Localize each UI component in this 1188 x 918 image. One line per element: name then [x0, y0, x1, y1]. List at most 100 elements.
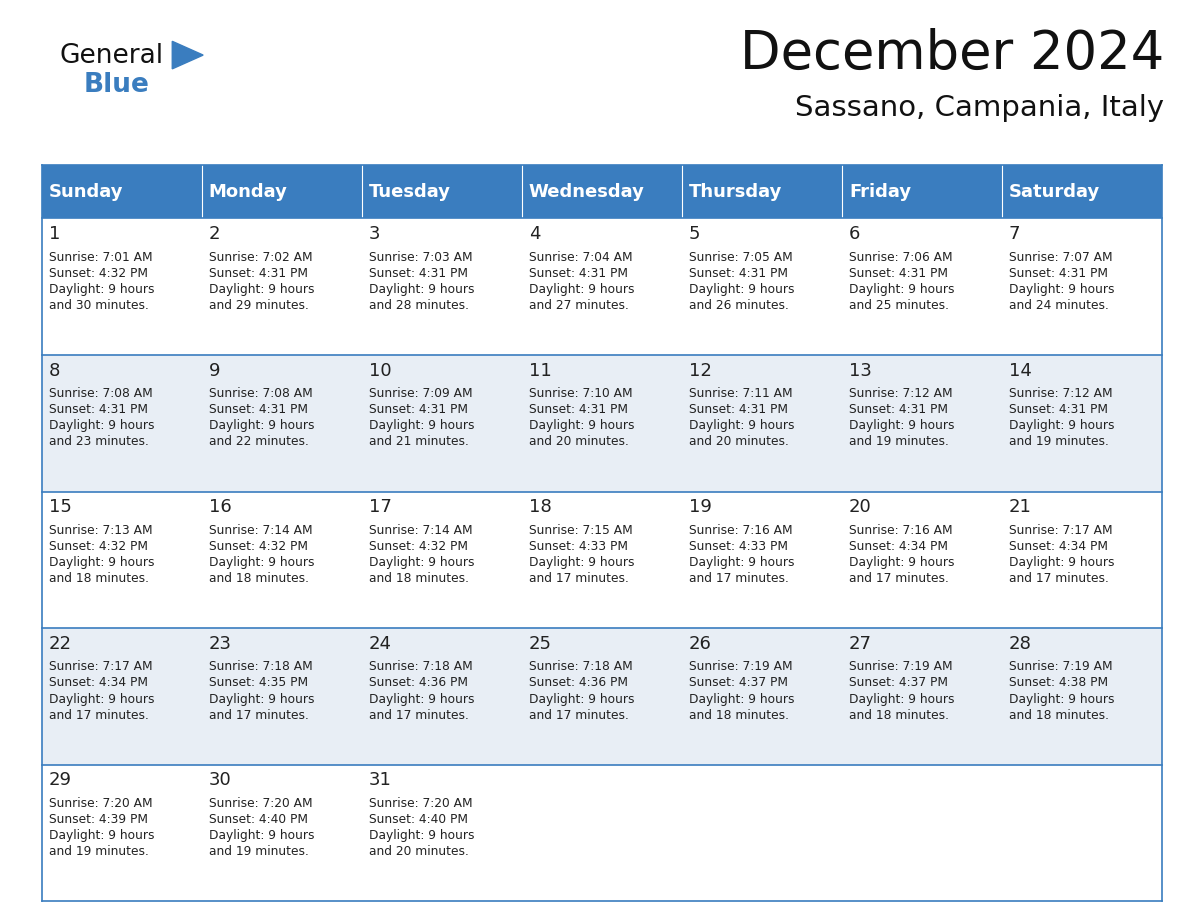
Bar [682, 165, 842, 218]
Text: Daylight: 9 hours: Daylight: 9 hours [49, 420, 154, 432]
Text: and 23 minutes.: and 23 minutes. [49, 435, 148, 448]
Text: Sunset: 4:33 PM: Sunset: 4:33 PM [689, 540, 788, 553]
Text: Thursday: Thursday [689, 183, 782, 201]
Text: Daylight: 9 hours: Daylight: 9 hours [529, 420, 634, 432]
Text: and 19 minutes.: and 19 minutes. [49, 845, 148, 858]
Text: 23: 23 [209, 634, 232, 653]
Text: and 28 minutes.: and 28 minutes. [368, 299, 469, 312]
Text: and 17 minutes.: and 17 minutes. [529, 572, 628, 585]
Text: Sunrise: 7:19 AM: Sunrise: 7:19 AM [849, 660, 953, 674]
Text: 16: 16 [209, 498, 232, 516]
Text: 26: 26 [689, 634, 712, 653]
Text: 25: 25 [529, 634, 552, 653]
Text: and 25 minutes.: and 25 minutes. [849, 299, 949, 312]
Text: Daylight: 9 hours: Daylight: 9 hours [689, 692, 795, 706]
Text: 30: 30 [209, 771, 232, 789]
Text: Sunset: 4:31 PM: Sunset: 4:31 PM [529, 403, 627, 416]
Text: and 17 minutes.: and 17 minutes. [368, 709, 468, 722]
Text: 21: 21 [1009, 498, 1032, 516]
Text: Sunrise: 7:18 AM: Sunrise: 7:18 AM [529, 660, 632, 674]
Text: December 2024: December 2024 [740, 28, 1164, 80]
Text: Daylight: 9 hours: Daylight: 9 hours [368, 692, 474, 706]
Text: 29: 29 [49, 771, 71, 789]
Text: Daylight: 9 hours: Daylight: 9 hours [209, 283, 315, 296]
Text: and 19 minutes.: and 19 minutes. [849, 435, 949, 448]
Text: Sunset: 4:39 PM: Sunset: 4:39 PM [49, 813, 147, 826]
Text: Sunset: 4:33 PM: Sunset: 4:33 PM [529, 540, 627, 553]
Text: Daylight: 9 hours: Daylight: 9 hours [689, 556, 795, 569]
Text: Sunrise: 7:09 AM: Sunrise: 7:09 AM [368, 387, 473, 400]
Text: Sunset: 4:31 PM: Sunset: 4:31 PM [1009, 266, 1108, 280]
Text: 3: 3 [368, 225, 380, 243]
Text: Sunset: 4:31 PM: Sunset: 4:31 PM [209, 266, 308, 280]
Text: Sunset: 4:36 PM: Sunset: 4:36 PM [529, 677, 627, 689]
Text: Sunset: 4:40 PM: Sunset: 4:40 PM [368, 813, 468, 826]
Text: Blue: Blue [83, 72, 148, 97]
Text: 17: 17 [368, 498, 392, 516]
Bar [361, 165, 522, 218]
Text: Sunrise: 7:18 AM: Sunrise: 7:18 AM [209, 660, 312, 674]
Text: Daylight: 9 hours: Daylight: 9 hours [689, 283, 795, 296]
Text: and 19 minutes.: and 19 minutes. [1009, 435, 1108, 448]
Text: Sunrise: 7:16 AM: Sunrise: 7:16 AM [849, 524, 953, 537]
Text: 6: 6 [849, 225, 860, 243]
Bar [42, 355, 1162, 492]
Bar [42, 765, 1162, 901]
Text: 11: 11 [529, 362, 551, 379]
Text: Sunset: 4:31 PM: Sunset: 4:31 PM [849, 266, 948, 280]
Text: Sunset: 4:37 PM: Sunset: 4:37 PM [689, 677, 788, 689]
Text: Sunrise: 7:19 AM: Sunrise: 7:19 AM [1009, 660, 1113, 674]
Text: Daylight: 9 hours: Daylight: 9 hours [529, 692, 634, 706]
Text: and 22 minutes.: and 22 minutes. [209, 435, 309, 448]
Text: and 18 minutes.: and 18 minutes. [849, 709, 949, 722]
Text: and 17 minutes.: and 17 minutes. [849, 572, 949, 585]
Text: Daylight: 9 hours: Daylight: 9 hours [49, 283, 154, 296]
Text: Sunrise: 7:20 AM: Sunrise: 7:20 AM [209, 797, 312, 810]
Text: Sunrise: 7:08 AM: Sunrise: 7:08 AM [209, 387, 312, 400]
Text: Daylight: 9 hours: Daylight: 9 hours [849, 420, 954, 432]
Text: and 27 minutes.: and 27 minutes. [529, 299, 628, 312]
Text: and 21 minutes.: and 21 minutes. [368, 435, 468, 448]
Text: Sunrise: 7:17 AM: Sunrise: 7:17 AM [49, 660, 152, 674]
Text: Sunset: 4:37 PM: Sunset: 4:37 PM [849, 677, 948, 689]
Text: Daylight: 9 hours: Daylight: 9 hours [1009, 556, 1114, 569]
Text: Daylight: 9 hours: Daylight: 9 hours [49, 556, 154, 569]
Text: Sunset: 4:31 PM: Sunset: 4:31 PM [368, 403, 468, 416]
Bar [42, 165, 202, 218]
Text: Sunrise: 7:10 AM: Sunrise: 7:10 AM [529, 387, 632, 400]
Text: Sunset: 4:31 PM: Sunset: 4:31 PM [368, 266, 468, 280]
Text: Sunrise: 7:08 AM: Sunrise: 7:08 AM [49, 387, 152, 400]
Text: Sunrise: 7:16 AM: Sunrise: 7:16 AM [689, 524, 792, 537]
Text: and 17 minutes.: and 17 minutes. [1009, 572, 1108, 585]
Text: Sunset: 4:31 PM: Sunset: 4:31 PM [689, 266, 788, 280]
Text: 10: 10 [368, 362, 391, 379]
Text: Sunday: Sunday [49, 183, 124, 201]
Text: Daylight: 9 hours: Daylight: 9 hours [209, 556, 315, 569]
Text: Daylight: 9 hours: Daylight: 9 hours [209, 692, 315, 706]
Text: Sunset: 4:31 PM: Sunset: 4:31 PM [1009, 403, 1108, 416]
Text: Daylight: 9 hours: Daylight: 9 hours [1009, 283, 1114, 296]
Text: Sunrise: 7:14 AM: Sunrise: 7:14 AM [368, 524, 473, 537]
Text: Sunrise: 7:15 AM: Sunrise: 7:15 AM [529, 524, 632, 537]
Text: Sunrise: 7:12 AM: Sunrise: 7:12 AM [849, 387, 953, 400]
Text: Sunrise: 7:20 AM: Sunrise: 7:20 AM [49, 797, 152, 810]
Text: General: General [59, 43, 164, 69]
Text: 7: 7 [1009, 225, 1020, 243]
Polygon shape [172, 41, 203, 69]
Text: Daylight: 9 hours: Daylight: 9 hours [49, 829, 154, 842]
Bar [42, 628, 1162, 765]
Text: 1: 1 [49, 225, 61, 243]
Text: and 24 minutes.: and 24 minutes. [1009, 299, 1108, 312]
Text: and 17 minutes.: and 17 minutes. [209, 709, 309, 722]
Text: Sunrise: 7:20 AM: Sunrise: 7:20 AM [368, 797, 473, 810]
Text: Daylight: 9 hours: Daylight: 9 hours [368, 283, 474, 296]
Text: Daylight: 9 hours: Daylight: 9 hours [368, 556, 474, 569]
Text: 2: 2 [209, 225, 220, 243]
Text: and 20 minutes.: and 20 minutes. [368, 845, 468, 858]
Text: Sunrise: 7:03 AM: Sunrise: 7:03 AM [368, 251, 473, 263]
Text: and 17 minutes.: and 17 minutes. [529, 709, 628, 722]
Text: Daylight: 9 hours: Daylight: 9 hours [529, 283, 634, 296]
Text: Sunset: 4:31 PM: Sunset: 4:31 PM [689, 403, 788, 416]
Text: 8: 8 [49, 362, 61, 379]
Text: Monday: Monday [209, 183, 287, 201]
